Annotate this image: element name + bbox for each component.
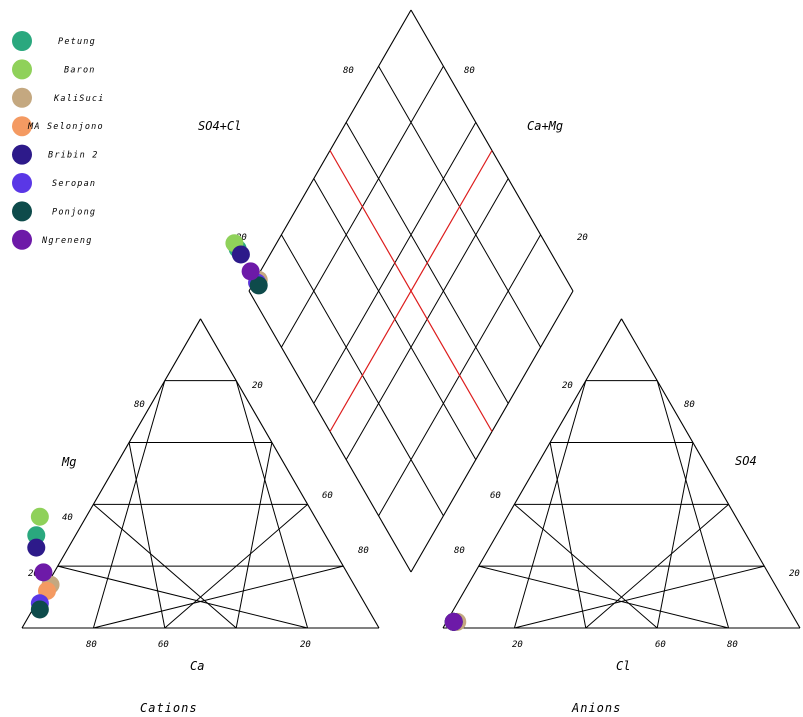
legend-marker-bribin-2 [12,144,32,165]
anion-right-tick-20: 20 [789,569,800,579]
title-anions: Anions [571,701,621,715]
cation-right-tick-20: 20 [252,381,263,391]
diamond-field-lines [329,150,493,432]
cation-bottom-tick-60: 60 [158,640,169,650]
anion-grid-b [656,380,730,629]
cation-grid-b [93,565,344,629]
legend-label-bribin-2: Bribin 2 [48,151,99,161]
cation-left-tick-40: 40 [62,513,73,523]
anion-left-tick-80: 80 [454,546,465,556]
anion-edge-left [442,318,622,629]
cation-right-tick-80: 80 [358,546,369,556]
cation-point-ponjong [30,600,49,619]
anion-bottom-tick-20: 20 [512,640,523,650]
axis-label-mg: Mg [61,455,76,469]
legend: Petung Baron KaliSuci MA Selonjono Bribin 2 S… [12,31,105,250]
legend-marker-ponjong [12,201,32,222]
cation-grid-a [128,442,166,629]
anion-left-tick-20: 20 [562,381,573,391]
legend-label-ngreneng: Ngreneng [41,236,93,246]
anion-bottom-tick-60: 60 [655,640,666,650]
axis-label-ca: Ca [190,659,204,673]
cation-point-bribin-2 [27,538,46,557]
legend-label-seropan: Seropan [52,179,96,189]
anion-grid-a [549,442,587,629]
diamond-right-tick-20: 20 [577,233,588,243]
diamond-point-ngreneng [241,262,260,281]
grid-lines [21,9,801,629]
legend-label-baron: Baron [64,65,96,75]
cation-edge-right [200,318,380,629]
anion-grid-b [514,565,765,629]
legend-marker-baron [12,59,32,80]
axis-label-cl: Cl [616,659,630,673]
diamond-left-tick-80: 80 [343,66,354,76]
legend-label-ma-selonjono: MA Selonjono [27,122,104,132]
diamond-red-line-b [329,150,493,432]
anion-point-ngreneng [444,612,463,631]
title-cations: Cations [140,701,198,715]
cation-grid-b [164,503,308,629]
cation-point-ngreneng [34,563,53,582]
anion-grid-b [585,503,729,629]
cation-grid-b [235,380,309,629]
cation-point-baron [30,507,49,526]
legend-marker-ngreneng [12,229,32,250]
cation-bottom-tick-80: 80 [86,640,97,650]
anion-right-tick-80: 80 [684,400,695,410]
anion-edge-right [621,318,801,629]
anion-bottom-tick-80: 80 [727,640,738,650]
diamond-point-bribin-2 [231,245,250,264]
legend-marker-seropan [12,173,32,193]
cation-left-tick-20: 20 [28,569,39,579]
legend-label-ponjong: Ponjong [52,207,96,217]
axis-label-ca-mg: Ca+Mg [527,119,563,133]
cation-grid-b [235,442,273,629]
cation-bottom-tick-20: 20 [300,640,311,650]
sample-points [27,234,467,631]
legend-marker-kalisuci [12,87,32,108]
anion-grid-a [514,503,658,629]
cation-grid-a [57,565,308,629]
diamond-right-tick-80: 80 [464,66,475,76]
cation-point-petung [27,526,46,545]
legend-marker-petung [12,31,32,51]
legend-label-petung: Petung [58,37,96,47]
diamond-point-ponjong [249,276,268,295]
anion-grid-b [656,442,694,629]
cation-right-tick-60: 60 [322,491,333,501]
anion-grid-a [478,565,729,629]
axis-label-so4: SO4 [735,454,757,468]
cation-grid-a [93,503,237,629]
cation-left-tick-80: 80 [134,400,145,410]
legend-marker-ma-selonjono [12,116,32,137]
legend-label-kalisuci: KaliSuci [53,94,105,104]
anion-left-tick-60: 60 [490,491,501,501]
axis-label-so4-cl: SO4+Cl [198,119,241,133]
